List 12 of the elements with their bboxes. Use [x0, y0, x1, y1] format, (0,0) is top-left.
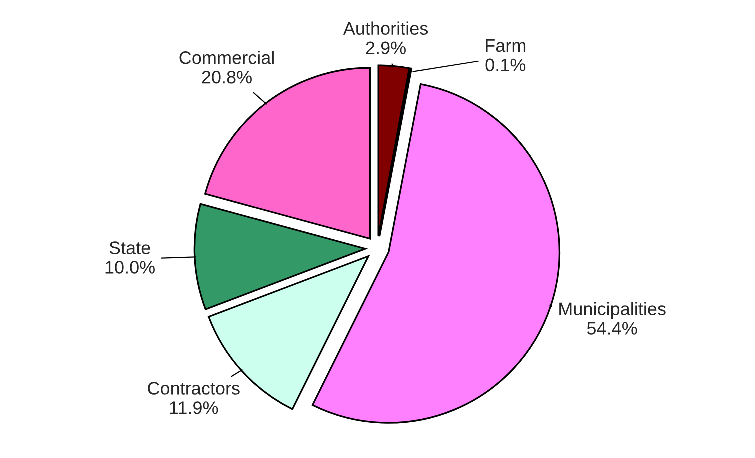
- data-label: 54.4%: [587, 322, 638, 335]
- slice-label: Authorities: [343, 22, 428, 36]
- slice-label: Municipalities: [560, 302, 666, 320]
- data-label: 20.8%: [202, 70, 252, 84]
- slice-label: Commercial: [180, 51, 274, 64]
- slice-label: Farm: [486, 40, 526, 52]
- data-label: 0.1%: [486, 58, 526, 72]
- slice-label: Contractors: [148, 382, 240, 395]
- data-label: 11.9%: [170, 402, 218, 414]
- slice-label: State: [110, 242, 150, 254]
- data-label: 10.0%: [106, 261, 155, 274]
- data-label: 2.9%: [366, 42, 406, 54]
